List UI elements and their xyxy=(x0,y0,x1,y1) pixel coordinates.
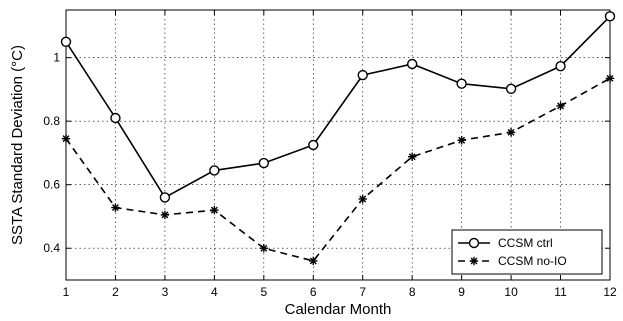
x-tick-label: 8 xyxy=(409,285,416,299)
x-tick-label: 10 xyxy=(504,285,518,299)
data-point-asterisk xyxy=(407,152,417,161)
legend-label: CCSM no-IO xyxy=(498,254,567,268)
x-tick-label: 11 xyxy=(554,285,567,299)
x-tick-label: 2 xyxy=(112,285,119,299)
plot-area-frame xyxy=(65,9,611,281)
data-point-circle xyxy=(258,157,270,169)
legend: CCSM ctrl CCSM no-IO xyxy=(451,229,603,275)
legend-box xyxy=(451,229,603,275)
x-tick-label: 6 xyxy=(310,285,317,299)
series-layer xyxy=(60,11,616,266)
data-point-asterisk xyxy=(259,244,269,253)
data-point-circle xyxy=(456,78,467,89)
x-tick-label: 1 xyxy=(63,285,70,299)
data-point-circle xyxy=(604,11,616,22)
data-point-circle xyxy=(406,58,418,70)
y-tick-label: 0.4 xyxy=(43,241,60,255)
series-ccsm-ctrl xyxy=(60,11,616,203)
data-point-circle xyxy=(60,36,72,47)
series-line xyxy=(65,77,611,262)
x-tick-label: 4 xyxy=(211,285,218,299)
data-point-asterisk xyxy=(556,101,565,111)
data-point-asterisk xyxy=(160,210,170,220)
data-point-asterisk xyxy=(210,205,219,215)
data-point-circle xyxy=(555,61,566,72)
x-tick-label: 7 xyxy=(359,285,366,299)
x-tick-label: 9 xyxy=(458,285,465,299)
data-point-circle xyxy=(468,237,480,249)
data-point-circle xyxy=(209,165,220,176)
x-axis-label: Calendar Month xyxy=(285,301,392,318)
data-point-asterisk xyxy=(469,256,479,266)
y-tick-label: 0.8 xyxy=(43,114,60,128)
data-point-circle xyxy=(357,69,368,81)
y-axis-label: SSTA Standard Deviation (°C) xyxy=(9,45,26,245)
data-point-asterisk xyxy=(61,134,71,143)
data-point-circle xyxy=(159,192,171,203)
y-tick-label: 1 xyxy=(53,51,60,65)
x-tick-label: 5 xyxy=(260,285,267,299)
x-tick-label: 12 xyxy=(603,285,617,299)
axis-ticks: 1 2 3 4 5 6 7 8 9 10 11 120.40.60.81 xyxy=(43,10,617,299)
series-line xyxy=(65,15,611,199)
data-point-asterisk xyxy=(358,194,367,204)
data-point-asterisk xyxy=(506,128,516,137)
x-tick-label: 3 xyxy=(162,285,169,299)
series-ccsm-no-io xyxy=(61,74,615,266)
data-point-asterisk xyxy=(111,203,120,212)
legend-label: CCSM ctrl xyxy=(498,236,553,250)
data-point-circle xyxy=(505,83,517,94)
y-tick-label: 0.6 xyxy=(43,178,60,192)
data-point-circle xyxy=(110,112,121,124)
data-point-circle xyxy=(308,139,319,151)
data-point-asterisk xyxy=(457,136,466,145)
data-point-asterisk xyxy=(605,74,615,83)
data-point-asterisk xyxy=(309,256,318,266)
